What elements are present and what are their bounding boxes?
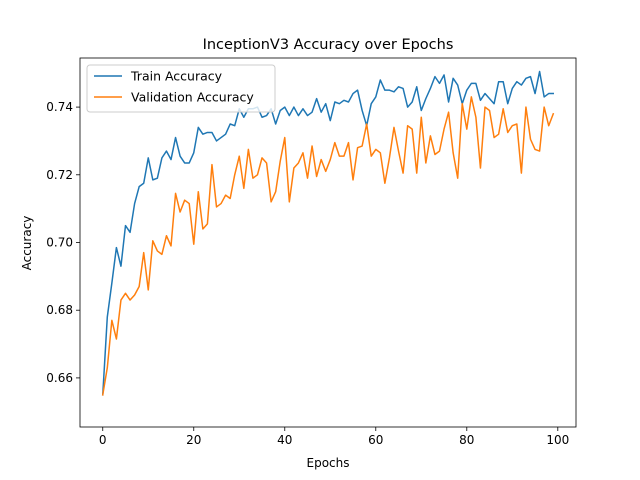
chart-title: InceptionV3 Accuracy over Epochs (203, 37, 454, 53)
x-tick-label: 0 (99, 433, 107, 447)
y-tick-label: 0.68 (46, 303, 73, 317)
x-tick-label: 100 (546, 433, 569, 447)
x-tick-label: 80 (459, 433, 474, 447)
x-tick-label: 60 (368, 433, 383, 447)
x-axis: 0 20 40 60 80 100 (99, 427, 569, 447)
y-tick-label: 0.74 (46, 100, 73, 114)
x-tick-label: 20 (186, 433, 201, 447)
y-tick-label: 0.66 (46, 371, 73, 385)
legend-label-validation-accuracy: Validation Accuracy (131, 90, 254, 105)
y-tick-label: 0.72 (46, 168, 73, 182)
y-axis: 0.66 0.68 0.70 0.72 0.74 (46, 100, 80, 385)
legend: Train Accuracy Validation Accuracy (86, 64, 276, 113)
series-line-train-accuracy (101, 70, 554, 396)
legend-box (86, 64, 276, 113)
y-axis-label: Accuracy (20, 216, 34, 271)
legend-label-train-accuracy: Train Accuracy (130, 69, 223, 84)
x-tick-label: 40 (277, 433, 292, 447)
x-axis-label: Epochs (307, 456, 350, 470)
y-tick-label: 0.70 (46, 236, 73, 250)
series-line-validation-accuracy (101, 96, 555, 396)
